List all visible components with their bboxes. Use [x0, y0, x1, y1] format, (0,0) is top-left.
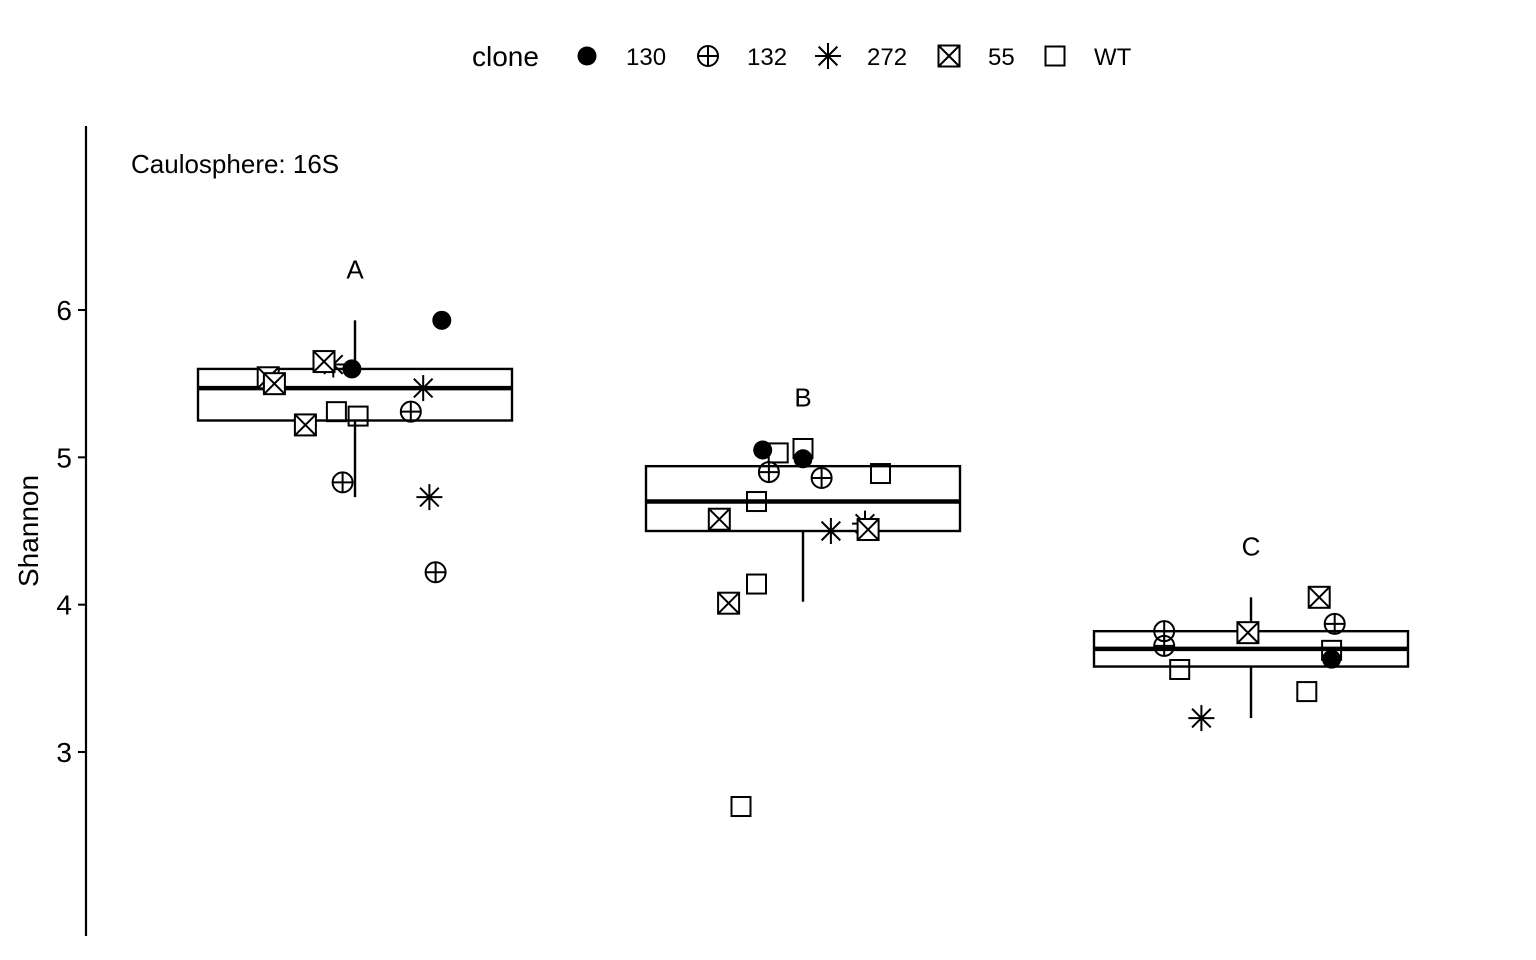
point-C-132: [1323, 612, 1346, 635]
point-C-WT: [1296, 681, 1318, 703]
point-B-272: [817, 518, 844, 544]
legend: clone 130 132 272 55 WT: [472, 41, 1132, 72]
y-axis-title: Shannon: [13, 475, 44, 587]
point-A-WT: [347, 405, 369, 427]
point-A-WT: [325, 401, 347, 423]
boxplots: A B C: [196, 254, 1410, 719]
point-A-130: [432, 310, 452, 330]
point-B-55: [717, 591, 741, 615]
group-letter-C: C: [1242, 531, 1261, 561]
box-iqr: [644, 464, 962, 533]
point-B-130: [753, 440, 773, 460]
y-tick-label: 3: [56, 737, 72, 768]
y-tick-label: 4: [56, 590, 72, 621]
point-B-WT: [730, 796, 752, 818]
legend-label-272: 272: [867, 44, 907, 71]
legend-key-272: [815, 43, 841, 69]
point-B-132: [810, 466, 833, 489]
y-axis-ticks: 3 4 5 6: [56, 295, 86, 768]
legend-label-132: 132: [747, 44, 787, 71]
point-A-132: [424, 561, 447, 584]
boxplot-B: B: [644, 382, 962, 602]
point-B-WT: [746, 491, 767, 513]
point-B-132: [757, 461, 780, 484]
point-A-272: [416, 484, 443, 511]
point-C-WT: [1321, 639, 1343, 661]
point-A-55: [262, 372, 286, 396]
legend-key-130: [577, 46, 597, 66]
group-letter-B: B: [794, 382, 811, 412]
point-B-WT: [767, 442, 789, 464]
legend-label-WT: WT: [1094, 44, 1132, 71]
point-C-55: [1307, 585, 1331, 609]
point-A-132: [399, 400, 422, 423]
point-B-WT: [792, 437, 814, 459]
legend-key-WT: [1044, 45, 1066, 67]
legend-key-55: [937, 44, 961, 68]
point-C-WT: [1169, 658, 1191, 680]
point-A-55: [312, 350, 336, 374]
point-C-55: [1236, 621, 1260, 645]
group-letter-A: A: [346, 254, 364, 284]
point-B-WT: [870, 463, 891, 485]
point-B-WT: [746, 573, 767, 595]
point-A-130: [342, 359, 362, 379]
point-A-132: [331, 471, 354, 494]
point-C-272: [1188, 705, 1215, 732]
legend-title: clone: [472, 41, 539, 72]
legend-key-132: [697, 45, 719, 67]
point-A-272: [410, 375, 437, 402]
y-tick-label: 5: [56, 442, 72, 473]
data-points: [256, 310, 1346, 818]
y-tick-label: 6: [56, 295, 72, 326]
point-C-132: [1153, 634, 1176, 657]
point-B-55: [856, 518, 880, 542]
point-B-55: [707, 507, 731, 531]
legend-label-55: 55: [988, 44, 1015, 71]
point-A-55: [293, 413, 317, 437]
legend-label-130: 130: [626, 44, 666, 71]
panel-label: Caulosphere: 16S: [131, 149, 339, 179]
